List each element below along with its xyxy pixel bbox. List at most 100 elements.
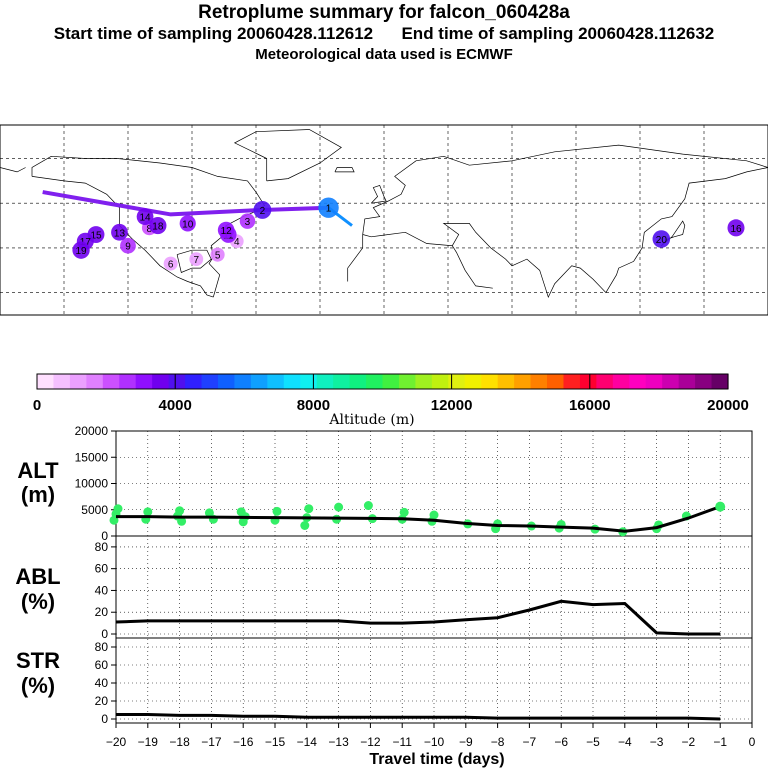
colorbar-cell: [497, 374, 515, 389]
str-label: STR: [16, 648, 60, 673]
colorbar-tick-label: 16000: [569, 397, 611, 414]
trajectory-cluster-6: [163, 256, 178, 271]
alt-scatter-point: [143, 507, 153, 517]
y-tick-label: 0: [101, 712, 108, 726]
coastline-segment: [362, 167, 768, 299]
x-tick-label: −15: [265, 735, 286, 749]
x-tick-label: −14: [297, 735, 318, 749]
colorbar-axis-title: Altitude (m): [328, 412, 414, 428]
coastline-segment: [347, 234, 364, 282]
trajectory-label: 8: [147, 224, 153, 235]
alt-scatter-point: [429, 510, 439, 520]
trajectory-label: 3: [245, 217, 251, 228]
colorbar-tick-label: 0: [33, 397, 41, 414]
x-tick-labels: −20 −19 −18 −17 −16 −15 −14 −13 −12 −11 −10 −9 −8 −7−…: [106, 723, 756, 749]
trajectory-label: 19: [76, 246, 88, 257]
abl-unit: (%): [21, 589, 55, 614]
str-panel-label: STR (%): [16, 648, 60, 698]
str-series-line: [116, 713, 721, 721]
x-tick-label: −9: [459, 735, 473, 749]
trajectory-cluster-16: [727, 219, 745, 237]
trajectory-cluster-3: [239, 213, 256, 229]
alt-scatter-point: [399, 507, 409, 517]
colorbar-cell: [711, 374, 729, 389]
trajectory-cluster-19: [72, 241, 90, 259]
colorbar-cell: [398, 374, 417, 389]
alt-scatter-point: [272, 506, 282, 516]
colorbar-tick-label: 12000: [431, 397, 473, 414]
x-tick-label: −8: [491, 735, 505, 749]
x-tick-label: −2: [682, 735, 696, 749]
colorbar-cell: [596, 374, 614, 389]
trajectory-cluster-20: [652, 230, 671, 248]
colorbar-cell: [448, 374, 466, 389]
alt-scatter-point: [175, 506, 185, 516]
trajectory-label: 7: [193, 255, 199, 266]
colorbar-cell: [37, 374, 55, 389]
x-tick-label: −4: [618, 735, 632, 749]
alt-scatter-point: [300, 521, 310, 530]
trajectory-label: 9: [125, 242, 131, 253]
colorbar-cell: [102, 374, 120, 389]
x-axis-title: Travel time (days): [369, 751, 504, 768]
colorbar-tick-label: 20000: [707, 397, 749, 414]
colorbar-cell: [563, 374, 581, 389]
colorbar-cell: [53, 374, 71, 389]
alt-label: ALT: [17, 458, 59, 483]
series-lines: [115, 501, 726, 721]
y-tick-label: 0: [101, 529, 108, 543]
trajectory-label: 4: [234, 237, 240, 248]
trajectory-cluster-14: [136, 208, 154, 226]
trajectory-cluster-18: [149, 216, 167, 235]
trajectory-cluster-12: [217, 221, 235, 239]
colorbar-cell: [481, 374, 499, 389]
trajectory-label: 13: [114, 228, 126, 239]
sampling-time-line: Start time of sampling 20060428.112612 E…: [53, 24, 715, 43]
trajectory-label: 20: [656, 235, 668, 246]
colorbar-cell: [300, 374, 318, 389]
y-tick-label: 20000: [75, 424, 109, 438]
y-tick-label: 60: [95, 658, 109, 672]
coastline-segment: [334, 167, 355, 173]
panel-gridlines: [115, 430, 753, 723]
x-tick-label: −3: [650, 735, 664, 749]
alt-scatter-point: [334, 502, 344, 512]
str-unit: (%): [21, 673, 55, 698]
colorbar-cell: [431, 374, 449, 389]
y-tick-label: 0: [101, 627, 108, 641]
abl-series-line: [115, 599, 721, 636]
colorbar-tick-label: 4000: [159, 397, 192, 414]
trajectory-cluster-2: [253, 201, 272, 219]
trajectory-cluster-7: [189, 252, 204, 267]
x-tick-label: −12: [360, 735, 381, 749]
alt-unit: (m): [21, 482, 55, 507]
colorbar-cell: [69, 374, 87, 389]
colorbar-cell: [135, 374, 153, 389]
trajectory-label: 2: [260, 206, 266, 217]
colorbar-cell: [612, 374, 630, 389]
trajectory-layer: 1234567891011121314151617181920: [42, 190, 745, 271]
trajectory-label: 16: [730, 224, 742, 235]
trajectory-label: 14: [140, 213, 152, 224]
coastline-segment: [31, 176, 214, 298]
colorbar-cell: [185, 374, 203, 389]
colorbar-cell: [86, 374, 104, 389]
colorbar-cell: [678, 374, 696, 389]
colorbar-cell: [234, 374, 252, 389]
colorbar-cell: [349, 374, 367, 389]
alt-scatter-point: [363, 501, 373, 511]
alt-end-marker: [715, 501, 726, 512]
trajectory-label: 1: [326, 204, 332, 215]
colorbar-cell: [530, 374, 548, 389]
colorbar-cell: [464, 374, 482, 389]
x-tick-label: −13: [328, 735, 349, 749]
colorbar-cell: [662, 374, 680, 389]
x-tick-label: −7: [523, 735, 537, 749]
colorbar-cell: [217, 374, 236, 389]
colorbar-cell: [119, 374, 137, 389]
y-tick-label: 80: [95, 640, 109, 654]
y-tick-label: 5000: [81, 503, 108, 517]
alt-scatter-point: [304, 504, 314, 514]
coastline-segment: [452, 245, 493, 289]
